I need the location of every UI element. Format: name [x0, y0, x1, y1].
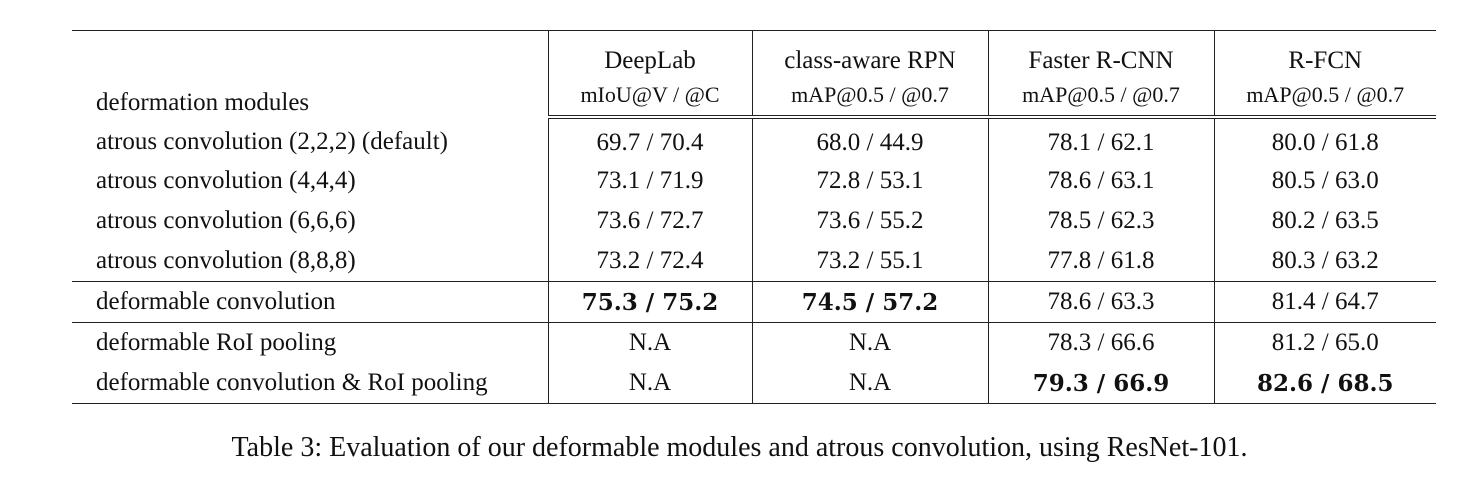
results-table-container: deformation modules DeepLab class-aware … — [72, 30, 1436, 404]
row-value-cell: 80.2 / 63.5 — [1213, 201, 1436, 241]
row-method-label: atrous convolution (2,2,2) (default) — [96, 128, 448, 155]
header-row-names: deformation modules DeepLab class-aware … — [72, 30, 1436, 117]
row-method-label: deformable RoI pooling — [72, 322, 548, 363]
row-value-cell: N.A — [751, 322, 988, 363]
row-value-cell: 78.6 / 63.3 — [987, 281, 1214, 323]
row-value-cell: 75.3 / 75.2 — [547, 281, 752, 323]
row-value-cell: 73.2 / 72.4 — [547, 241, 752, 282]
row-value-cell: 69.7 / 70.4 — [547, 117, 752, 161]
table-row: atrous convolution (8,8,8) 73.2 / 72.4 73.… — [72, 241, 1436, 282]
header-col-deeplab: DeepLab — [547, 30, 752, 75]
header-col-rfcn: R-FCN — [1213, 30, 1436, 75]
table-caption: Table 3: Evaluation of our deformable mo… — [231, 432, 1248, 463]
row-value-cell: 78.6 / 63.1 — [987, 161, 1214, 201]
row-method-label: atrous convolution (6,6,6) — [96, 207, 356, 234]
header-row-metrics: mIoU@V / @C mAP@0.5 / @0.7 mAP@0.5 / @0.… — [72, 75, 1436, 119]
row-value-cell: 73.6 / 72.7 — [547, 201, 752, 241]
row-value-cell: 78.1 / 62.1 — [987, 117, 1214, 161]
row-value-cell: 82.6 / 68.5 — [1213, 363, 1436, 404]
row-value-cell: N.A — [751, 363, 988, 404]
row-value-cell: 72.8 / 53.1 — [751, 161, 988, 201]
table-row: deformable RoI pooling N.A N.A 78.3 / 66.6 8… — [72, 322, 1436, 363]
row-value-cell: 78.3 / 66.6 — [987, 322, 1214, 363]
header-metric-deeplab: mIoU@V / @C — [547, 75, 752, 119]
row-method-label: deformable convolution — [72, 281, 548, 323]
row-value-cell: 73.6 / 55.2 — [751, 201, 988, 241]
row-value-cell: 80.0 / 61.8 — [1213, 117, 1436, 161]
table-row: deformable convolution & RoI pooling N.A N… — [72, 363, 1436, 404]
header-col-faster-rcnn: Faster R-CNN — [987, 30, 1214, 75]
row-method-label: atrous convolution (8,8,8) — [96, 247, 356, 274]
row-method-label: atrous convolution (4,4,4) — [96, 167, 356, 194]
header-metric-rfcn: mAP@0.5 / @0.7 — [1213, 75, 1436, 119]
row-method-label: deformable convolution & RoI pooling — [72, 363, 548, 404]
row-value-cell: N.A — [547, 322, 752, 363]
table-row: atrous convolution (2,2,2) (default) 69.7… — [72, 117, 1436, 161]
row-value-cell: 79.3 / 66.9 — [987, 363, 1214, 404]
table-header: deformation modules DeepLab class-aware … — [72, 30, 1436, 119]
row-value-cell: 68.0 / 44.9 — [751, 117, 988, 161]
row-value-cell: N.A — [547, 363, 752, 404]
table-row: deformable convolution 75.3 / 75.2 74.5 / … — [72, 281, 1436, 323]
row-value-cell: 73.1 / 71.9 — [547, 161, 752, 201]
header-metric-rpn: mAP@0.5 / @0.7 — [751, 75, 988, 119]
header-metric-faster-rcnn: mAP@0.5 / @0.7 — [987, 75, 1214, 119]
header-method-label: deformation modules — [72, 30, 548, 117]
row-value-cell: 73.2 / 55.1 — [751, 241, 988, 282]
table-body: atrous convolution (2,2,2) (default) 69.7… — [72, 117, 1436, 404]
row-value-cell: 80.5 / 63.0 — [1213, 161, 1436, 201]
table-row: atrous convolution (6,6,6) 73.6 / 72.7 73.… — [72, 201, 1436, 241]
row-value-cell: 80.3 / 63.2 — [1213, 241, 1436, 282]
row-value-cell: 81.2 / 65.0 — [1213, 322, 1436, 363]
header-col-rpn: class-aware RPN — [751, 30, 988, 75]
results-table: deformation modules DeepLab class-aware … — [72, 30, 1436, 404]
row-value-cell: 81.4 / 64.7 — [1213, 281, 1436, 323]
row-value-cell: 74.5 / 57.2 — [751, 281, 988, 323]
row-value-cell: 78.5 / 62.3 — [987, 201, 1214, 241]
table-row: atrous convolution (4,4,4) 73.1 / 71.9 72.… — [72, 161, 1436, 201]
row-value-cell: 77.8 / 61.8 — [987, 241, 1214, 282]
